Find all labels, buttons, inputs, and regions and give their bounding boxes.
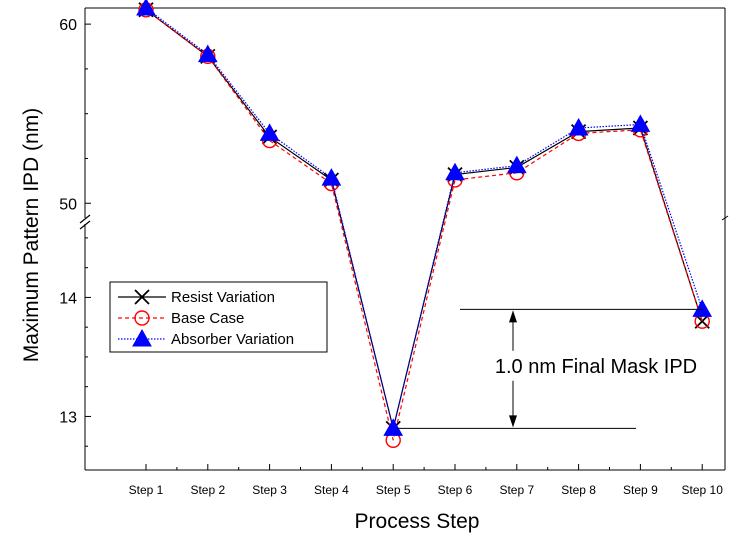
x-tick-label: Step 6 (438, 483, 473, 497)
y-axis-title: Maximum Pattern IPD (nm) (20, 108, 43, 362)
legend-marker (134, 289, 150, 305)
data-point (630, 114, 651, 132)
data-point (259, 123, 280, 141)
y-tick-label: 50 (59, 196, 77, 213)
legend-entry: Absorber Variation (118, 328, 294, 348)
x-axis-title: Process Step (355, 510, 480, 533)
x-tick-label: Step 3 (252, 483, 287, 497)
legend-marker (134, 310, 150, 326)
annotation-label: 1.0 nm Final Mask IPD (495, 356, 697, 378)
axis-break-mark (79, 220, 91, 230)
data-point (506, 155, 527, 174)
x-tick-label: Step 9 (623, 483, 658, 497)
legend-marker (132, 328, 152, 347)
annotation-arrowhead-up (509, 310, 517, 323)
data-point (692, 299, 713, 317)
series-absorber-variation (136, 0, 713, 436)
y-tick-label: 14 (59, 290, 77, 307)
x-tick-label: Step 4 (314, 483, 349, 497)
x-tick-label: Step 10 (682, 483, 724, 497)
y-tick-label: 60 (59, 17, 77, 34)
data-point (445, 162, 465, 181)
annotation-arrowhead-down (509, 415, 517, 428)
y-axis-ticks: 13 14 50 60 (59, 17, 91, 447)
series-line (145, 7, 703, 429)
axis-break-mark (79, 214, 91, 224)
annotation-label-bg (468, 350, 718, 381)
x-axis-ticks: Step 1 Step 2 Step 3 Step 4 Step 5 Step 6 Step… (129, 464, 724, 497)
legend-entry: Base Case (118, 310, 244, 327)
legend-entry: Resist Variation (118, 289, 275, 306)
data-point (383, 418, 404, 436)
data-point (568, 117, 589, 136)
data-point (197, 44, 218, 63)
series-line (145, 9, 703, 441)
x-tick-label: Step 5 (376, 483, 411, 497)
y-tick-label: 13 (59, 409, 77, 426)
legend: Resist Variation Base Case Absorber Variat… (109, 281, 328, 353)
annotation-layer: 1.0 nm Final Mask IPD (397, 308, 718, 429)
axis-break-mark (721, 215, 729, 221)
plot-frame (79, 7, 729, 471)
legend-label: Base Case (171, 310, 244, 327)
series-layer (136, 0, 713, 448)
legend-label: Resist Variation (171, 289, 275, 306)
data-point (321, 168, 342, 186)
legend-label: Absorber Variation (171, 331, 294, 348)
data-point (136, 0, 156, 16)
x-tick-label: Step 1 (129, 483, 164, 497)
x-tick-label: Step 8 (561, 483, 596, 497)
x-tick-label: Step 2 (190, 483, 225, 497)
x-tick-label: Step 7 (499, 483, 534, 497)
